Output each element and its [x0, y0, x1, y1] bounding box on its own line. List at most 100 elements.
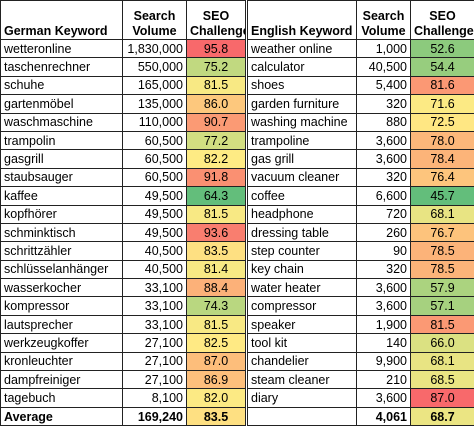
keyword-cell: gartenmöbel	[0, 94, 123, 114]
volume-cell: 1,900	[356, 314, 411, 335]
volume-cell: 880	[356, 112, 411, 132]
seo-cell: 81.6	[410, 75, 474, 96]
volume-cell: 320	[356, 259, 411, 280]
seo-cell: 68.1	[410, 204, 474, 224]
table-row: waschmaschine 110,000 90.7 washing machine 8…	[0, 112, 474, 132]
seo-cell: 87.0	[410, 388, 474, 408]
table-row: gasgrill 60,500 82.2 gas grill 3,600 78.4	[0, 149, 474, 169]
keyword-cell: lautsprecher	[0, 314, 123, 335]
seo-cell: 86.0	[186, 94, 247, 114]
volume-cell: 90	[356, 241, 411, 261]
seo-cell: 72.5	[410, 112, 474, 132]
table-row: tagebuch 8,100 82.0 diary 3,600 87.0	[0, 388, 474, 408]
column-header: English Keyword	[245, 0, 357, 40]
keyword-cell: kaffee	[0, 186, 123, 206]
volume-cell: 60,500	[122, 167, 187, 188]
seo-cell: 81.5	[410, 314, 474, 335]
volume-cell: 3,600	[356, 130, 411, 151]
seo-cell: 82.0	[186, 388, 247, 408]
keyword-cell: kronleuchter	[0, 351, 123, 372]
keyword-cell: wetteronline	[0, 38, 123, 59]
keyword-cell: vacuum cleaner	[245, 167, 357, 188]
table-row: wasserkocher 33,100 88.4 water heater 3,600 5…	[0, 278, 474, 298]
volume-cell: 3,600	[356, 296, 411, 316]
seo-cell: 82.2	[186, 149, 247, 169]
keyword-cell: headphone	[245, 204, 357, 224]
volume-cell: 33,100	[122, 314, 187, 335]
volume-cell: 60,500	[122, 149, 187, 169]
keyword-cell: dressing table	[245, 222, 357, 243]
keyword-cell: kompressor	[0, 296, 123, 316]
volume-cell: 3,600	[356, 278, 411, 298]
column-header: Search Volume	[122, 0, 187, 40]
keyword-cell: shoes	[245, 75, 357, 96]
seo-cell: 64.3	[186, 186, 247, 206]
keyword-cell: step counter	[245, 241, 357, 261]
seo-cell: 78.4	[410, 149, 474, 169]
seo-cell: 76.4	[410, 167, 474, 188]
column-header: Search Volume	[356, 0, 411, 40]
table-row: wetteronline 1,830,000 95.8 weather online 1…	[0, 38, 474, 59]
average-seo: 68.7	[410, 406, 474, 427]
volume-cell: 320	[356, 167, 411, 188]
seo-cell: 78.0	[410, 130, 474, 151]
table-row: staubsauger 60,500 91.8 vacuum cleaner 320 76…	[0, 167, 474, 188]
volume-cell: 40,500	[122, 259, 187, 280]
volume-cell: 6,600	[356, 186, 411, 206]
table-row: schuhe 165,000 81.5 shoes 5,400 81.6	[0, 75, 474, 96]
keyword-cell: gasgrill	[0, 149, 123, 169]
seo-cell: 81.5	[186, 75, 247, 96]
table-row: schlüsselanhänger 40,500 81.4 key chain 320 7…	[0, 259, 474, 280]
volume-cell: 40,500	[356, 57, 411, 77]
keyword-cell: water heater	[245, 278, 357, 298]
volume-cell: 33,100	[122, 296, 187, 316]
column-header: SEO Challenge	[410, 0, 474, 40]
volume-cell: 210	[356, 370, 411, 390]
keyword-cell: tagebuch	[0, 388, 123, 408]
keyword-cell: trampolin	[0, 130, 123, 151]
volume-cell: 49,500	[122, 222, 187, 243]
keyword-cell: diary	[245, 388, 357, 408]
volume-cell: 3,600	[356, 149, 411, 169]
volume-cell: 8,100	[122, 388, 187, 408]
table-row: schminktisch 49,500 93.6 dressing table 260 7…	[0, 222, 474, 243]
volume-cell: 49,500	[122, 204, 187, 224]
keyword-cell: schlüsselanhänger	[0, 259, 123, 280]
seo-cell: 93.6	[186, 222, 247, 243]
seo-cell: 57.1	[410, 296, 474, 316]
seo-cell: 52.6	[410, 38, 474, 59]
volume-cell: 165,000	[122, 75, 187, 96]
keyword-cell: coffee	[245, 186, 357, 206]
seo-cell: 95.8	[186, 38, 247, 59]
keyword-cell: wasserkocher	[0, 278, 123, 298]
average-seo: 83.5	[186, 406, 247, 427]
seo-cell: 91.8	[186, 167, 247, 188]
seo-cell: 87.0	[186, 351, 247, 372]
seo-cell: 75.2	[186, 57, 247, 77]
table-row: taschenrechner 550,000 75.2 calculator 40,50…	[0, 57, 474, 77]
volume-cell: 110,000	[122, 112, 187, 132]
keyword-cell: dampfreiniger	[0, 370, 123, 390]
seo-cell: 71.6	[410, 94, 474, 114]
seo-cell: 78.5	[410, 259, 474, 280]
seo-cell: 77.2	[186, 130, 247, 151]
table-row: dampfreiniger 27,100 86.9 steam cleaner 210 6…	[0, 370, 474, 390]
keyword-cell: staubsauger	[0, 167, 123, 188]
seo-cell: 90.7	[186, 112, 247, 132]
keyword-cell: washing machine	[245, 112, 357, 132]
keyword-cell: werkzeugkoffer	[0, 333, 123, 353]
keyword-cell: taschenrechner	[0, 57, 123, 77]
seo-cell: 66.0	[410, 333, 474, 353]
table-row: trampolin 60,500 77.2 trampoline 3,600 78.0	[0, 130, 474, 151]
seo-cell: 86.9	[186, 370, 247, 390]
keyword-cell: tool kit	[245, 333, 357, 353]
table-body: wetteronline 1,830,000 95.8 weather online 1…	[0, 38, 474, 427]
seo-cell: 81.4	[186, 259, 247, 280]
column-header: German Keyword	[0, 0, 123, 40]
volume-cell: 27,100	[122, 333, 187, 353]
keyword-cell: kopfhörer	[0, 204, 123, 224]
table-row: kompressor 33,100 74.3 compressor 3,600 57.1	[0, 296, 474, 316]
seo-cell: 78.5	[410, 241, 474, 261]
column-header: SEO Challenge	[186, 0, 247, 40]
